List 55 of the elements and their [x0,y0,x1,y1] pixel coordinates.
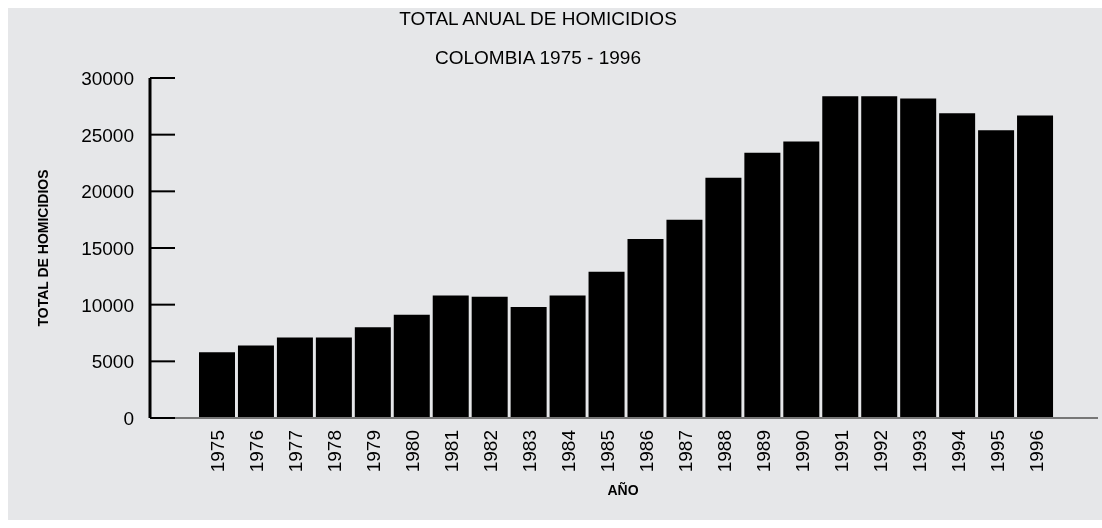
bar [861,96,898,418]
x-tick-label: 1995 [986,430,1008,473]
x-tick-label: 1989 [752,430,774,473]
x-tick-label: 1976 [246,430,268,473]
y-tick-label: 30000 [81,68,134,89]
x-axis-title: AÑO [606,482,640,498]
bar [199,352,235,418]
bar [744,152,781,418]
x-tick-label: 1980 [402,430,424,473]
y-tick-label: 10000 [81,294,134,316]
x-tick-label: 1982 [480,430,502,473]
bar [666,219,703,418]
x-tick-label: 1996 [1025,430,1047,473]
bar [939,113,976,418]
x-tick-label: 1991 [830,430,852,473]
x-tick-label: 1993 [908,430,930,473]
x-tick-label: 1988 [713,430,735,473]
y-tick-label: 25000 [81,124,134,146]
bar [783,141,820,418]
bar [705,177,742,418]
chart-subtitle: COLOMBIA 1975 - 1996 [434,47,642,69]
x-tick-label: 1975 [207,430,229,473]
bar [354,327,391,418]
bar [315,337,352,418]
y-tick-label: 20000 [81,181,134,203]
bar [627,238,664,418]
x-tick-label: 1985 [597,430,619,473]
bar [1017,115,1054,418]
x-tick-label: 1984 [558,429,580,473]
bar [510,306,547,418]
bar [393,314,430,418]
x-tick-label: 1990 [791,430,813,473]
x-tick-label: 1978 [324,430,346,473]
bar [432,295,469,418]
bar [978,130,1015,418]
x-tick-label: 1986 [635,430,657,473]
bar [900,98,937,418]
x-tick-label: 1994 [947,429,969,473]
bar [588,271,625,418]
x-tick-label: 1979 [363,430,385,473]
bar [276,337,313,418]
x-tick-label: 1977 [285,430,307,473]
y-axis-title: TOTAL DE HOMICIDIOS [35,169,51,327]
bar [549,295,586,418]
bar [237,345,274,418]
x-tick-label: 1992 [869,430,891,473]
bar [822,96,859,418]
x-tick-label: 1981 [441,430,463,473]
x-tick-label: 1983 [519,430,541,473]
chart-title: TOTAL ANUAL DE HOMICIDIOS [398,8,678,30]
y-tick-label: 0 [123,408,134,429]
y-tick-label: 15000 [81,238,134,259]
bar [471,296,508,418]
x-tick-label: 1987 [674,430,696,473]
y-tick-label: 5000 [91,351,134,373]
